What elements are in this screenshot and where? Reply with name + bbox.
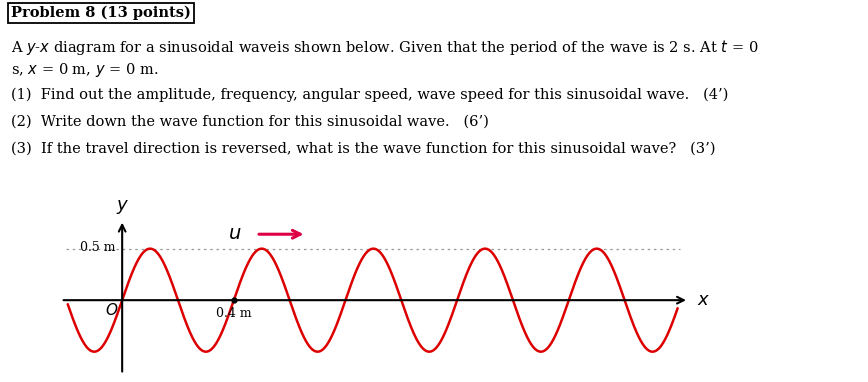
Text: (3)  If the travel direction is reversed, what is the wave function for this sin: (3) If the travel direction is reversed,… — [11, 141, 716, 155]
Text: (1)  Find out the amplitude, frequency, angular speed, wave speed for this sinus: (1) Find out the amplitude, frequency, a… — [11, 88, 728, 102]
Text: $u$: $u$ — [228, 225, 241, 243]
Text: $x$: $x$ — [697, 291, 710, 309]
Text: $y$: $y$ — [115, 197, 128, 216]
Text: 0.5 m: 0.5 m — [80, 241, 115, 254]
Text: s, $x$ = 0 m, $y$ = 0 m.: s, $x$ = 0 m, $y$ = 0 m. — [11, 61, 159, 79]
Text: (2)  Write down the wave function for this sinusoidal wave.   (6’): (2) Write down the wave function for thi… — [11, 115, 490, 129]
Text: A $y$-$x$ diagram for a sinusoidal waveis shown below. Given that the period of : A $y$-$x$ diagram for a sinusoidal wavei… — [11, 38, 759, 57]
Text: Problem 8 (13 points): Problem 8 (13 points) — [11, 6, 191, 20]
Text: 0.4 m: 0.4 m — [216, 308, 252, 320]
Text: $O$: $O$ — [105, 302, 119, 318]
